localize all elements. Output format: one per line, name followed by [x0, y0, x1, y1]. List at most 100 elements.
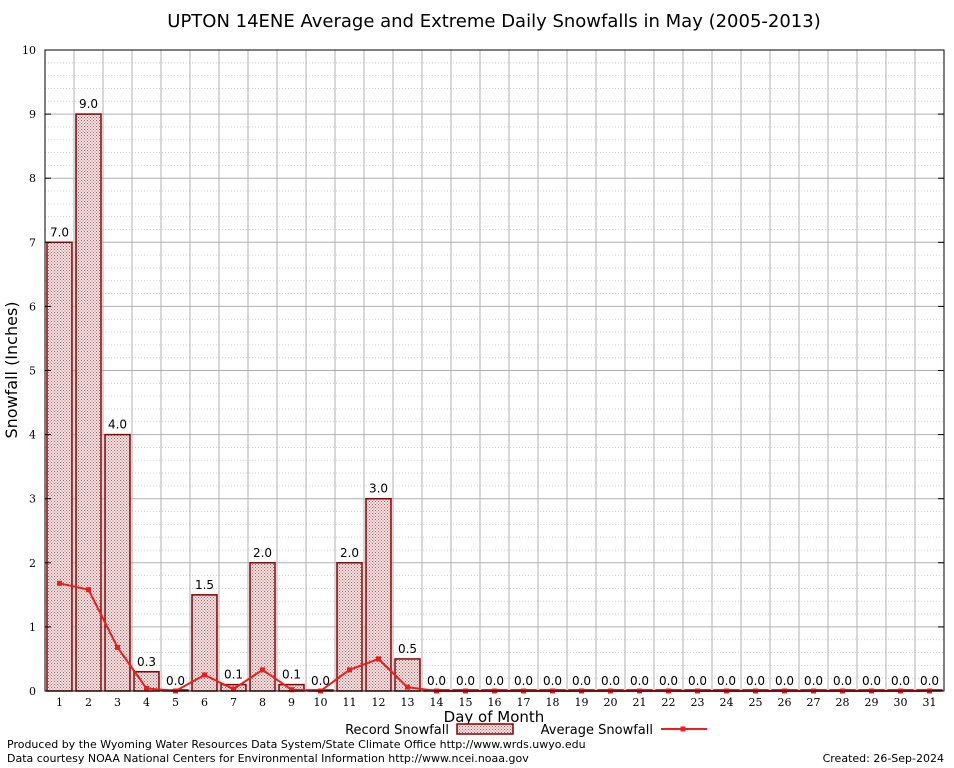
x-tick-label: 15 — [459, 696, 473, 709]
average-point-day-6 — [202, 672, 207, 678]
data-label-day-8: 2.0 — [253, 546, 272, 560]
data-label-day-21: 0.0 — [630, 674, 649, 688]
x-tick-label: 18 — [546, 696, 560, 709]
bar-day-3 — [104, 433, 131, 692]
footer-data-courtesy: Data courtesy NOAA National Centers for … — [7, 752, 529, 765]
data-label-day-29: 0.0 — [862, 674, 881, 688]
x-tick-label: 3 — [114, 696, 121, 709]
y-tick-label: 3 — [29, 493, 36, 506]
data-label-day-30: 0.0 — [891, 674, 910, 688]
legend-label-record: Record Snowfall — [345, 723, 449, 738]
data-label-day-23: 0.0 — [688, 674, 707, 688]
x-tick-label: 6 — [201, 696, 208, 709]
x-tick-label: 11 — [343, 696, 357, 709]
x-tick-label: 19 — [575, 696, 589, 709]
data-label-day-3: 4.0 — [108, 418, 127, 432]
y-tick-label: 1 — [29, 621, 36, 634]
footer-created: Created: 26-Sep-2024 — [822, 752, 944, 765]
x-tick-label: 23 — [691, 696, 705, 709]
data-label-day-24: 0.0 — [717, 674, 736, 688]
x-tick-label: 22 — [662, 696, 676, 709]
y-tick-label: 9 — [29, 108, 36, 121]
bars — [46, 113, 943, 692]
x-tick-label: 4 — [143, 696, 150, 709]
average-point-day-9 — [289, 687, 294, 693]
x-tick-label: 13 — [401, 696, 415, 709]
data-label-day-11: 2.0 — [340, 546, 359, 560]
y-tick-label: 5 — [29, 365, 36, 378]
data-label-day-25: 0.0 — [746, 674, 765, 688]
average-point-day-7 — [231, 686, 236, 692]
x-tick-label: 14 — [430, 696, 444, 709]
x-tick-label: 25 — [749, 696, 763, 709]
y-tick-label: 10 — [22, 44, 36, 57]
y-tick-label: 2 — [29, 557, 36, 570]
average-point-day-1 — [57, 580, 62, 586]
x-axis-label: Day of Month — [444, 708, 545, 726]
x-tick-label: 28 — [836, 696, 850, 709]
legend-marker-average — [680, 726, 686, 732]
average-point-day-4 — [144, 685, 149, 691]
data-label-day-6: 1.5 — [195, 578, 214, 592]
x-tick-label: 20 — [604, 696, 618, 709]
x-tick-label: 10 — [314, 696, 328, 709]
data-label-day-19: 0.0 — [572, 674, 591, 688]
data-label-day-2: 9.0 — [79, 97, 98, 111]
data-label-day-26: 0.0 — [775, 674, 794, 688]
x-tick-label: 26 — [778, 696, 792, 709]
x-tick-label: 29 — [865, 696, 879, 709]
y-tick-label: 4 — [29, 429, 36, 442]
average-point-day-12 — [376, 656, 381, 662]
data-label-day-9: 0.1 — [282, 668, 301, 682]
x-tick-label: 5 — [172, 696, 179, 709]
data-label-day-27: 0.0 — [804, 674, 823, 688]
y-axis-label: Snowfall (Inches) — [2, 301, 21, 438]
data-label-day-5: 0.0 — [166, 674, 185, 688]
y-tick-label: 7 — [29, 236, 36, 249]
data-label-day-7: 0.1 — [224, 668, 243, 682]
x-tick-label: 1 — [56, 696, 63, 709]
x-tick-label: 7 — [230, 696, 237, 709]
average-point-day-13 — [405, 684, 410, 690]
grid — [45, 49, 944, 692]
legend: Record Snowfall Average Snowfall — [345, 723, 707, 738]
x-tick-label: 31 — [923, 696, 937, 709]
data-label-day-12: 3.0 — [369, 482, 388, 496]
data-label-day-22: 0.0 — [659, 674, 678, 688]
average-point-day-2 — [86, 587, 91, 593]
data-label-day-18: 0.0 — [543, 674, 562, 688]
chart-title: UPTON 14ENE Average and Extreme Daily Sn… — [167, 11, 820, 32]
x-tick-label: 16 — [488, 696, 502, 709]
x-tick-label: 21 — [633, 696, 647, 709]
x-tick-label: 17 — [517, 696, 531, 709]
y-tick-label: 8 — [29, 172, 36, 185]
data-label-day-20: 0.0 — [601, 674, 620, 688]
data-label-day-10: 0.0 — [311, 674, 330, 688]
legend-label-average: Average Snowfall — [541, 723, 653, 738]
x-tick-label: 2 — [85, 696, 92, 709]
x-tick-label: 9 — [288, 696, 295, 709]
data-label-day-4: 0.3 — [137, 655, 156, 669]
bar-day-1 — [46, 241, 73, 692]
data-label-day-15: 0.0 — [456, 674, 475, 688]
data-label-day-1: 7.0 — [50, 225, 69, 239]
average-point-day-3 — [115, 644, 120, 650]
data-label-day-16: 0.0 — [485, 674, 504, 688]
y-tick-label: 6 — [29, 300, 36, 313]
average-point-day-11 — [347, 667, 352, 673]
x-tick-label: 30 — [894, 696, 908, 709]
bar-day-2 — [75, 113, 102, 692]
average-point-day-8 — [260, 667, 265, 673]
x-tick-label: 8 — [259, 696, 266, 709]
data-label-day-17: 0.0 — [514, 674, 533, 688]
data-label-day-28: 0.0 — [833, 674, 852, 688]
data-label-day-31: 0.0 — [920, 674, 939, 688]
legend-swatch-record — [456, 723, 514, 735]
data-label-day-14: 0.0 — [427, 674, 446, 688]
data-labels: 7.0 9.0 4.0 0.3 0.0 1.5 0.1 2.0 0.1 0.0 2.0 3.0 0.5 0… — [50, 97, 939, 688]
data-label-day-13: 0.5 — [398, 642, 417, 656]
footer-produced-by: Produced by the Wyoming Water Resources … — [7, 738, 586, 751]
y-tick-label: 0 — [29, 685, 36, 698]
